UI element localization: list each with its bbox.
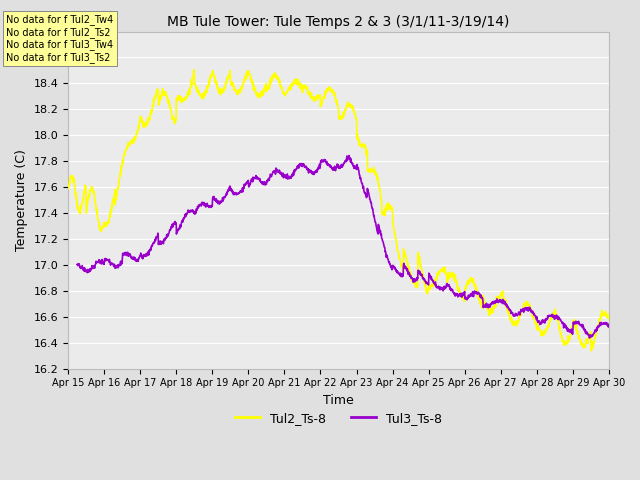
Text: No data for f Tul2_Tw4
No data for f Tul2_Ts2
No data for f Tul3_Tw4
No data for: No data for f Tul2_Tw4 No data for f Tul…	[6, 14, 114, 63]
Y-axis label: Temperature (C): Temperature (C)	[15, 149, 28, 251]
X-axis label: Time: Time	[323, 394, 354, 407]
Title: MB Tule Tower: Tule Temps 2 & 3 (3/1/11-3/19/14): MB Tule Tower: Tule Temps 2 & 3 (3/1/11-…	[167, 15, 509, 29]
Legend: Tul2_Ts-8, Tul3_Ts-8: Tul2_Ts-8, Tul3_Ts-8	[230, 407, 447, 430]
